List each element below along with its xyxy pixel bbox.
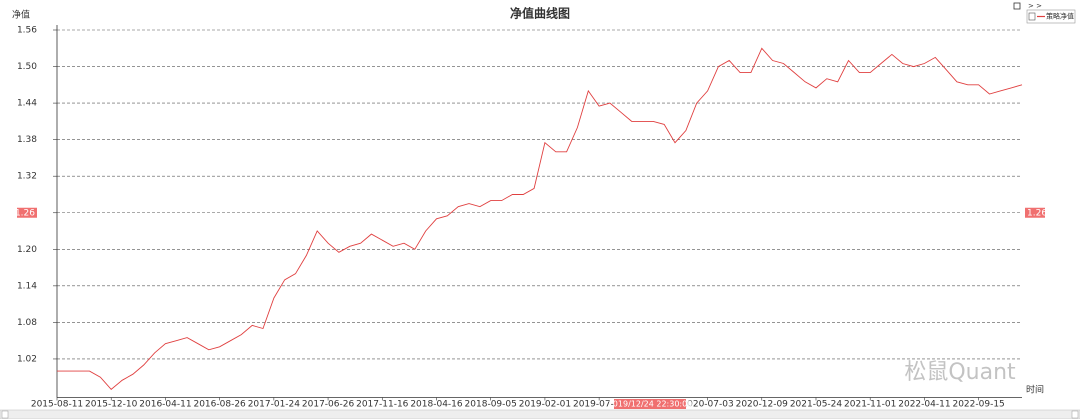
crosshair-y-label: 1.26 [1027, 208, 1047, 218]
crosshair-y-label: 1.26 [15, 208, 35, 218]
x-tick-label: 2016-08-26 [193, 400, 246, 410]
legend-toggle[interactable]: > > [1028, 2, 1042, 10]
y-tick-label: 1.56 [17, 26, 37, 36]
crosshair-label-bg [614, 399, 686, 409]
x-tick-label: 2017-11-16 [356, 400, 409, 410]
y-tick-label: 1.50 [17, 62, 37, 72]
y-tick-label: 1.32 [17, 172, 37, 182]
x-tick-label: 2022-04-11 [898, 400, 950, 410]
window-button[interactable] [1013, 2, 1021, 10]
scrollbar[interactable] [0, 409, 1080, 419]
scroll-left[interactable] [1, 410, 9, 419]
x-tick-label: 2016-04-11 [139, 400, 191, 410]
scroll-right[interactable] [1071, 410, 1079, 419]
legend-label: 策略净值 [1046, 12, 1074, 21]
x-tick-label: 2021-05-24 [790, 400, 843, 410]
watermark: 松鼠Quant [904, 360, 1016, 385]
x-tick-label: 2020-12-09 [736, 400, 789, 410]
x-tick-label: 2018-09-05 [465, 400, 517, 410]
x-axis-label: 时间 [1026, 384, 1044, 396]
line-series [57, 47, 1023, 391]
crosshair-x-label: 2019/12/24 22:30:00 [608, 400, 693, 409]
x-tick-label: 2015-08-11 [31, 400, 83, 410]
legend-checkbox[interactable] [1028, 12, 1036, 21]
y-tick-label: 1.38 [17, 135, 37, 145]
x-tick-label: 2017-01-24 [248, 400, 301, 410]
x-tick-label: 2015-12-10 [85, 400, 138, 410]
x-tick-label: 2017-06-26 [302, 400, 355, 410]
x-tick-label: 2022-09-15 [952, 400, 1004, 410]
x-tick-label: 2018-04-16 [410, 400, 463, 410]
y-tick-label: 1.20 [17, 245, 37, 255]
x-tick-label: 2020-07-03 [681, 400, 733, 410]
x-tick-label: 2021-11-01 [844, 400, 896, 410]
legend [1026, 9, 1076, 24]
chart-title: 净值曲线图 [510, 6, 570, 21]
x-tick-label: 2019-07-12 [573, 400, 625, 410]
y-axis-label: 净值 [12, 9, 30, 21]
y-tick-label: 1.02 [17, 354, 37, 364]
crosshair-label-bg [17, 207, 37, 218]
crosshair-label-bg [1025, 207, 1045, 218]
y-tick-label: 1.14 [17, 281, 37, 291]
y-tick-label: 1.44 [17, 99, 37, 109]
x-tick-label: 2019-02-01 [519, 400, 571, 410]
y-tick-label: 1.08 [17, 318, 37, 328]
